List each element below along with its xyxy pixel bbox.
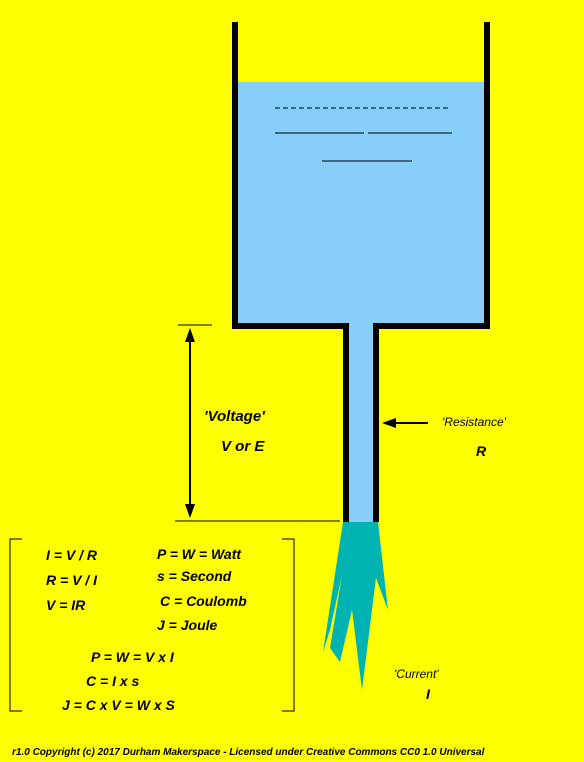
current-jet (323, 522, 388, 690)
resistance-label: 'Resistance' (442, 415, 507, 429)
resistance-arrow-icon (382, 418, 396, 428)
voltage-symbol: V or E (221, 438, 265, 455)
formula-energy: J = C x V = W x S (62, 697, 175, 713)
copyright-footer: r1.0 Copyright (c) 2017 Durham Makerspac… (12, 747, 485, 758)
voltage-label: 'Voltage' (204, 408, 265, 425)
unit-watt: P = W = Watt (157, 546, 242, 562)
voltage-arrow-down-icon (185, 504, 195, 518)
formula-bracket-left (9, 538, 22, 712)
formula-ohms-law-voltage: V = IR (46, 597, 86, 613)
pipe-water (348, 324, 374, 522)
formula-ohms-law-resistance: R = V / I (46, 572, 98, 588)
formula-bracket-right (282, 538, 295, 712)
formula-ohms-law-current: I = V / R (46, 547, 98, 563)
resistance-symbol: R (476, 443, 487, 459)
tank-outline (373, 22, 490, 522)
unit-coulomb: C = Coulomb (160, 593, 247, 609)
tank-outline (232, 22, 349, 522)
unit-joule: J = Joule (157, 617, 218, 633)
formula-charge: C = I x s (86, 673, 140, 689)
voltage-arrow-up-icon (185, 328, 195, 342)
formula-power: P = W = V x I (91, 649, 175, 665)
unit-second: s = Second (157, 568, 232, 584)
tank-water (238, 82, 484, 324)
current-symbol: I (426, 686, 431, 702)
current-label: 'Current' (394, 667, 439, 681)
